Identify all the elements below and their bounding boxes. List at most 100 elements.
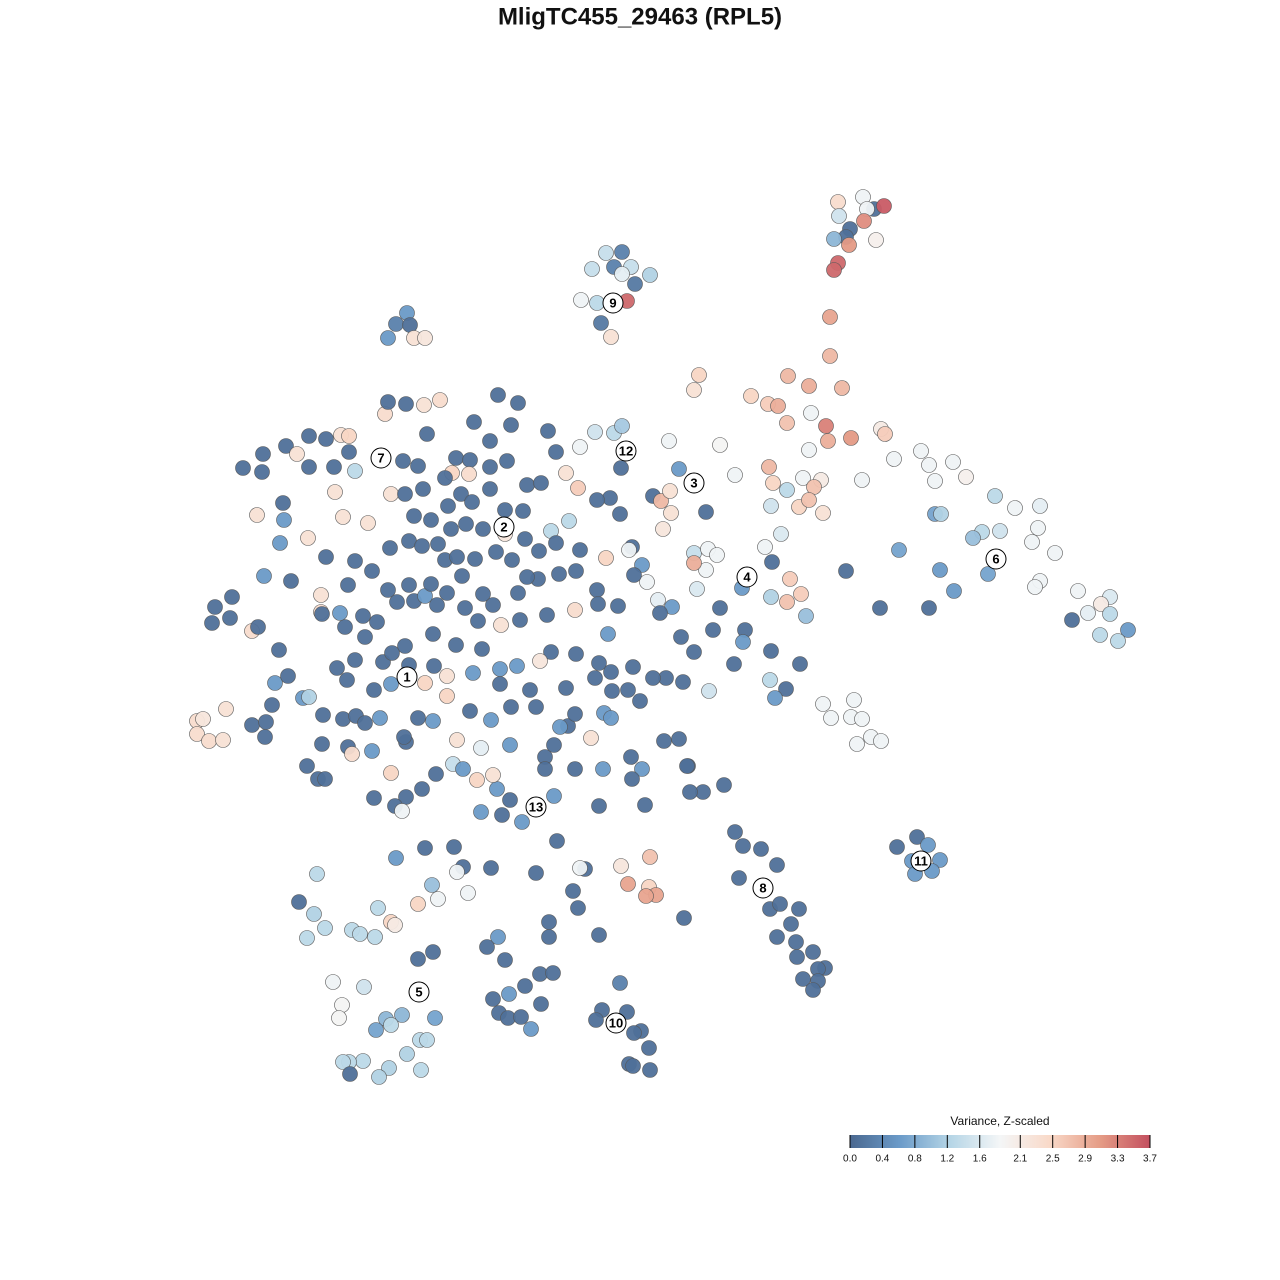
point <box>483 860 499 876</box>
point <box>446 839 462 855</box>
point <box>502 737 518 753</box>
point <box>455 761 471 777</box>
point <box>716 777 732 793</box>
point <box>366 682 382 698</box>
point <box>314 736 330 752</box>
point <box>462 703 478 719</box>
point <box>370 900 386 916</box>
point <box>1120 622 1136 638</box>
point <box>430 536 446 552</box>
point <box>946 583 962 599</box>
point <box>397 486 413 502</box>
point <box>449 732 465 748</box>
point <box>642 1062 658 1078</box>
point <box>1070 583 1086 599</box>
point <box>222 610 238 626</box>
point <box>347 652 363 668</box>
point <box>591 798 607 814</box>
point <box>854 472 870 488</box>
point <box>523 1021 539 1037</box>
point <box>549 833 565 849</box>
point <box>357 629 373 645</box>
point <box>623 749 639 765</box>
point <box>769 857 785 873</box>
point <box>494 807 510 823</box>
point <box>519 477 535 493</box>
point <box>782 571 798 587</box>
point <box>625 659 641 675</box>
point <box>355 608 371 624</box>
point <box>314 606 330 622</box>
point <box>591 927 607 943</box>
point <box>691 367 707 383</box>
point <box>326 459 342 475</box>
point <box>331 1010 347 1026</box>
point <box>565 883 581 899</box>
point <box>675 674 691 690</box>
point <box>533 475 549 491</box>
point <box>932 852 948 868</box>
point <box>369 614 385 630</box>
point <box>380 582 396 598</box>
point <box>341 428 357 444</box>
point <box>347 553 363 569</box>
cluster-label-bg <box>985 548 1007 570</box>
point <box>528 865 544 881</box>
point <box>387 917 403 933</box>
point <box>567 761 583 777</box>
point <box>1102 606 1118 622</box>
point <box>614 418 630 434</box>
point <box>753 841 769 857</box>
point <box>767 690 783 706</box>
point <box>558 680 574 696</box>
point <box>603 329 619 345</box>
point <box>570 480 586 496</box>
point <box>679 758 695 774</box>
point <box>838 563 854 579</box>
point <box>410 951 426 967</box>
point <box>469 772 485 788</box>
point <box>686 382 702 398</box>
point <box>593 315 609 331</box>
point <box>401 577 417 593</box>
point <box>473 740 489 756</box>
point <box>417 675 433 691</box>
point <box>637 797 653 813</box>
point <box>352 926 368 942</box>
point <box>769 929 785 945</box>
point <box>568 563 584 579</box>
point <box>856 213 872 229</box>
point <box>614 244 630 260</box>
point <box>406 508 422 524</box>
point <box>992 523 1008 539</box>
point <box>548 444 564 460</box>
point <box>712 600 728 616</box>
point <box>423 512 439 528</box>
point <box>551 566 567 582</box>
point <box>510 585 526 601</box>
point <box>415 481 431 497</box>
point <box>384 645 400 661</box>
point <box>600 626 616 642</box>
point <box>849 736 865 752</box>
point <box>663 505 679 521</box>
point <box>443 521 459 537</box>
point <box>301 428 317 444</box>
point <box>275 495 291 511</box>
point <box>735 634 751 650</box>
colorbar-tick-label: 2.9 <box>1078 1154 1092 1165</box>
point <box>831 208 847 224</box>
point <box>454 568 470 584</box>
point <box>475 586 491 602</box>
point <box>313 587 329 603</box>
point <box>335 711 351 727</box>
points <box>189 189 1136 1085</box>
point <box>705 622 721 638</box>
colorbar-ramp <box>850 1135 1150 1148</box>
point <box>250 619 266 635</box>
cluster-label-bg <box>736 566 758 588</box>
point <box>826 262 842 278</box>
point <box>820 433 836 449</box>
point <box>264 697 280 713</box>
point <box>300 530 316 546</box>
